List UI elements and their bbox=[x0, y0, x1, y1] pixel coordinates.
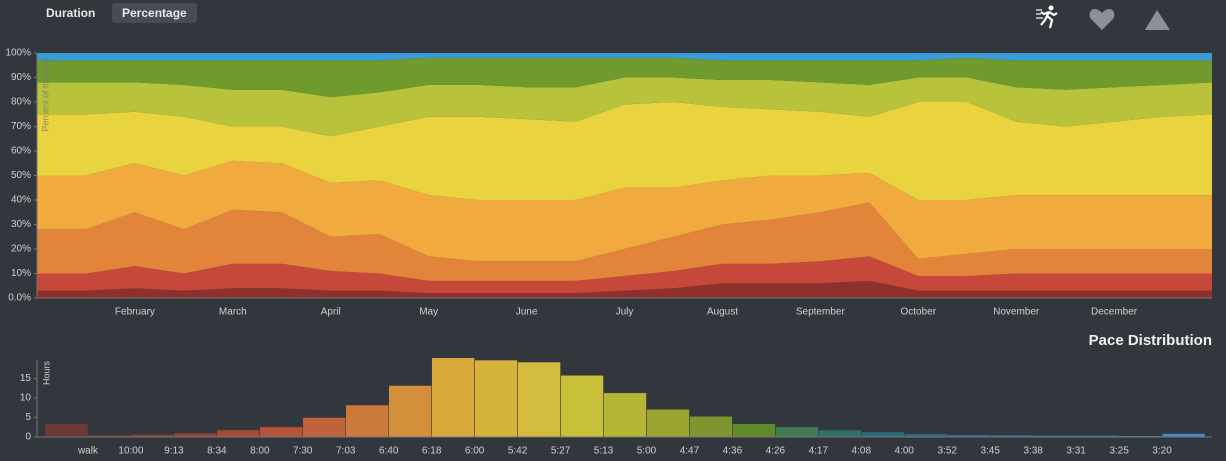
y-tick-label: 70% bbox=[11, 121, 31, 132]
bar bbox=[1161, 433, 1206, 438]
bar bbox=[775, 426, 819, 438]
bin-label: 3:31 bbox=[1066, 446, 1086, 457]
x-tick-label: August bbox=[707, 307, 738, 318]
x-tick-label: April bbox=[321, 307, 341, 318]
y-tick-label: 20% bbox=[11, 244, 31, 255]
duration-button[interactable]: Duration bbox=[46, 6, 96, 20]
bar bbox=[259, 426, 304, 438]
bar bbox=[560, 375, 604, 438]
mountain-icon[interactable] bbox=[1145, 10, 1170, 30]
bar bbox=[431, 357, 475, 438]
bar bbox=[216, 429, 261, 438]
bar bbox=[44, 423, 89, 438]
bin-label: 5:27 bbox=[551, 446, 571, 457]
bar bbox=[388, 385, 432, 438]
y-axis-label: Hours bbox=[41, 361, 51, 386]
y-tick-label: 0.0% bbox=[8, 293, 31, 304]
bin-label: 4:36 bbox=[723, 446, 743, 457]
y-axis-label: Percent of training bbox=[40, 58, 50, 131]
bin-label: 4:08 bbox=[852, 446, 872, 457]
chart-title: Pace Distribution bbox=[1089, 332, 1212, 349]
bin-label: 3:38 bbox=[1023, 446, 1043, 457]
area-layer bbox=[37, 160, 1212, 262]
bin-label: 8:34 bbox=[207, 446, 227, 457]
area-layer bbox=[37, 57, 1212, 98]
x-tick-label: October bbox=[900, 307, 936, 318]
bar bbox=[818, 429, 862, 438]
bin-label: 3:20 bbox=[1152, 446, 1172, 457]
area-layer bbox=[37, 280, 1212, 298]
bin-label: 4:26 bbox=[766, 446, 786, 457]
bar bbox=[302, 417, 346, 438]
y-tick-label: 40% bbox=[11, 195, 31, 206]
bin-label: 3:52 bbox=[937, 446, 957, 457]
area-layer bbox=[37, 202, 1212, 281]
x-tick-label: March bbox=[219, 307, 247, 318]
y-tick-label: 10% bbox=[11, 268, 31, 279]
bin-label: 5:42 bbox=[508, 446, 528, 457]
bin-label: 7:30 bbox=[293, 446, 313, 457]
x-tick-label: June bbox=[516, 307, 538, 318]
bin-label: 10:00 bbox=[118, 446, 143, 457]
heart-icon[interactable] bbox=[1089, 9, 1115, 30]
x-tick-label: May bbox=[419, 307, 438, 318]
bin-label: 4:17 bbox=[809, 446, 829, 457]
area-layer bbox=[37, 53, 1212, 61]
y-tick-label: 90% bbox=[11, 72, 31, 83]
bin-label: 4:00 bbox=[895, 446, 915, 457]
bin-label: 3:45 bbox=[980, 446, 1000, 457]
runner-icon[interactable] bbox=[1036, 5, 1058, 29]
x-tick-label: December bbox=[1091, 307, 1138, 318]
bin-label: 4:47 bbox=[680, 446, 700, 457]
bin-label: 8:00 bbox=[250, 446, 270, 457]
bar bbox=[474, 359, 518, 438]
bin-label: 9:13 bbox=[164, 446, 184, 457]
bin-label: 5:00 bbox=[637, 446, 657, 457]
bin-label: 6:18 bbox=[422, 446, 442, 457]
area-layer bbox=[37, 102, 1212, 200]
bin-label: 5:13 bbox=[594, 446, 614, 457]
area-layer bbox=[37, 256, 1212, 294]
y-tick-label: 30% bbox=[11, 219, 31, 230]
x-tick-label: September bbox=[796, 307, 846, 318]
bar bbox=[861, 431, 905, 438]
x-tick-label: February bbox=[115, 307, 155, 318]
bar bbox=[732, 423, 776, 438]
bar bbox=[603, 392, 647, 438]
x-tick-label: July bbox=[616, 307, 634, 318]
x-tick-label: November bbox=[993, 307, 1040, 318]
y-tick-label: 50% bbox=[11, 170, 31, 181]
y-tick-label: 100% bbox=[5, 48, 31, 59]
bin-label: walk bbox=[77, 446, 99, 457]
percentage-button[interactable]: Percentage bbox=[112, 3, 197, 23]
y-tick-label: 5 bbox=[25, 412, 31, 423]
bar bbox=[646, 409, 690, 438]
bin-label: 3:25 bbox=[1109, 446, 1129, 457]
bin-label: 6:00 bbox=[465, 446, 485, 457]
bin-label: 6:40 bbox=[379, 446, 399, 457]
bin-label: 7:03 bbox=[336, 446, 356, 457]
bar bbox=[517, 361, 561, 438]
area-layer bbox=[37, 77, 1212, 137]
y-tick-label: 15 bbox=[20, 373, 32, 384]
y-tick-label: 60% bbox=[11, 146, 31, 157]
bar bbox=[689, 416, 733, 438]
y-tick-label: 80% bbox=[11, 97, 31, 108]
y-tick-label: 0 bbox=[25, 432, 31, 443]
y-tick-label: 10 bbox=[20, 393, 32, 404]
bar bbox=[345, 404, 389, 438]
bar bbox=[173, 432, 218, 438]
